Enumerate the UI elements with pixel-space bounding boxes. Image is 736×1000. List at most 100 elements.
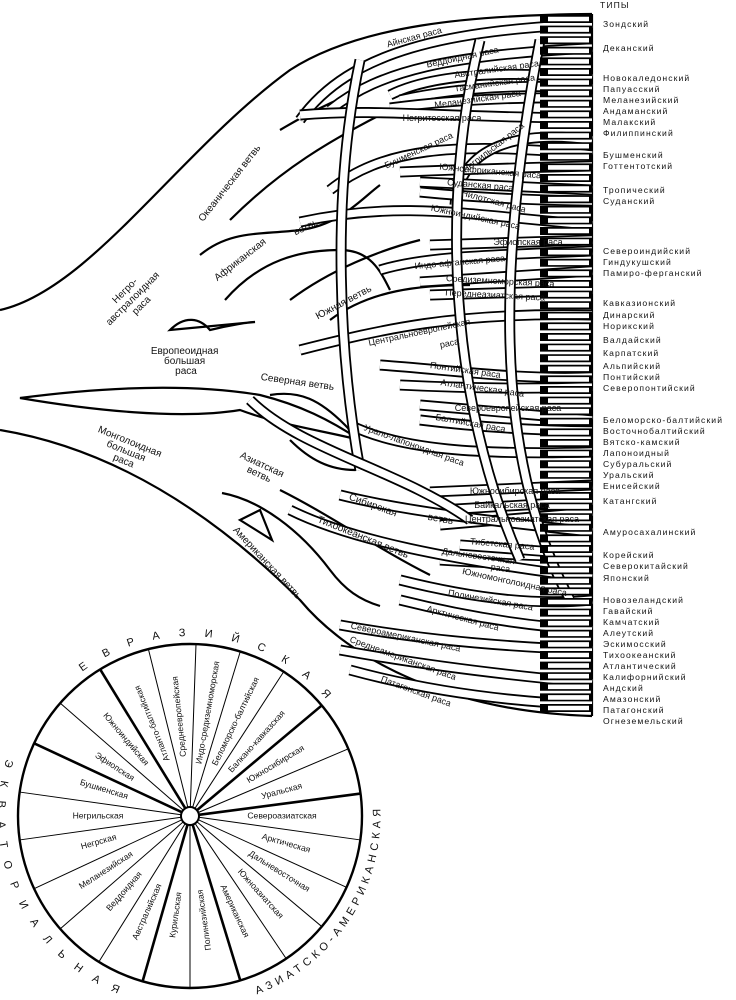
- type-label: Карпатский: [603, 348, 659, 358]
- type-label: Алеутский: [603, 628, 654, 638]
- race-band: [398, 81, 593, 106]
- race-band: [348, 664, 593, 711]
- type-label: Северокитайский: [603, 561, 689, 571]
- type-label: Камчатский: [603, 617, 660, 627]
- sector-divider: [194, 671, 285, 809]
- race-label: раса: [439, 336, 460, 350]
- type-label: Андаманский: [603, 106, 668, 116]
- type-label: Атлантический: [603, 661, 677, 671]
- type-label: Папуасский: [603, 84, 661, 94]
- types-header: ТИПЫ: [600, 0, 630, 10]
- type-label: Суданский: [603, 196, 655, 206]
- type-label: Калифорнийский: [603, 672, 687, 682]
- type-label: Эскимосский: [603, 639, 667, 649]
- type-label: Норикский: [603, 321, 655, 331]
- sector-divider: [196, 821, 323, 927]
- type-label: Вятско-камский: [603, 437, 681, 447]
- type-label: Корейский: [603, 550, 655, 560]
- type-label: Огнеземельский: [603, 716, 684, 726]
- type-label: Готтентотский: [603, 161, 673, 171]
- sector-divider: [19, 816, 182, 841]
- sector-divider: [189, 644, 197, 808]
- label-siberian-branch-2: ветвь: [427, 512, 454, 527]
- type-label: Валдайский: [603, 335, 662, 345]
- type-label: Североиндийский: [603, 246, 691, 256]
- type-label: Альпийский: [603, 361, 661, 371]
- sector-divider: [198, 792, 361, 817]
- type-fingers: [540, 15, 592, 712]
- type-label: Японский: [603, 573, 650, 583]
- type-label: Андский: [603, 683, 644, 693]
- type-label: Филиппинский: [603, 128, 674, 138]
- type-label: Памиро-ферганский: [603, 268, 703, 278]
- sector-dividers: [19, 644, 361, 988]
- center-hub: [180, 806, 200, 826]
- type-label: Гиндукушский: [603, 257, 672, 267]
- race-band: [335, 58, 366, 471]
- race-band: [295, 18, 593, 124]
- sector-divider: [59, 702, 184, 811]
- type-label: Уральский: [603, 470, 655, 480]
- sector-divider: [196, 704, 323, 812]
- sector-divider: [198, 748, 349, 813]
- label-oceanic-branch: Океаническая ветвь: [197, 143, 264, 224]
- type-label: Патагонский: [603, 705, 665, 715]
- race-band: [504, 38, 575, 603]
- type-label: Амуросахалинский: [603, 527, 696, 537]
- sector-divider: [33, 819, 183, 890]
- sector-divider: [147, 648, 189, 808]
- race-band: [419, 399, 593, 426]
- race-band: [246, 396, 474, 525]
- type-label: Понтийский: [603, 372, 661, 382]
- african-branch-outline: [199, 184, 391, 301]
- label-negro-australoid: Негро- австралоидная раса: [96, 260, 171, 335]
- sector-divider: [19, 791, 182, 816]
- type-label: Деканский: [603, 43, 655, 53]
- label-europeoid: Европеоидная большая раса: [151, 346, 221, 377]
- type-label: Тропический: [603, 185, 666, 195]
- race-band: [339, 619, 593, 656]
- type-label: Бушменский: [603, 150, 664, 160]
- race-label: Эфиопская раса: [493, 237, 562, 247]
- race-label: Негритосская раса: [403, 113, 482, 123]
- type-label: Новозеландский: [603, 595, 684, 605]
- race-tree: Негро- австралоидная раса Океаническая в…: [0, 12, 594, 718]
- europeoid-lobe: [167, 318, 256, 332]
- sector-divider: [194, 823, 287, 959]
- outer-top-line: [0, 12, 593, 312]
- race-band: [326, 142, 593, 195]
- type-label: Динарский: [603, 310, 655, 320]
- types-list: Зондский Деканский НовокаледонскийПапуасск…: [603, 19, 723, 726]
- sector-divider: [141, 824, 189, 982]
- race-band: [398, 594, 593, 636]
- type-label: Зондский: [603, 19, 649, 29]
- sector-divider: [191, 824, 242, 981]
- type-label: Катангский: [603, 496, 658, 506]
- type-label: Амазонский: [603, 694, 661, 704]
- race-band: [287, 505, 593, 584]
- type-label: Новокаледонский: [603, 73, 690, 83]
- label-northern-branch: Северная ветвь: [260, 372, 335, 393]
- sector-divider: [98, 823, 186, 963]
- race-label: раса: [490, 562, 511, 575]
- label-asian-branch: Азиатская ветвь: [234, 450, 288, 490]
- sector-divider: [59, 821, 184, 930]
- sector-divider: [33, 742, 183, 814]
- type-label: Кавказионский: [603, 298, 676, 308]
- type-label: Тихоокеанский: [603, 650, 677, 660]
- race-band: [451, 38, 526, 563]
- sector-label: Североазиатская: [247, 810, 317, 820]
- type-label: Беломорско-балтийский: [603, 415, 723, 425]
- type-label: Северопонтийский: [603, 383, 696, 393]
- type-label: Малакский: [603, 117, 656, 127]
- sector-label: Негрильская: [73, 810, 124, 820]
- sector-divider: [99, 668, 187, 810]
- race-circle: СевероазиатскаяУральскаяЮжносибирскаяБал…: [0, 627, 384, 997]
- type-label: Субуральский: [603, 459, 672, 469]
- sector-divider: [197, 819, 347, 888]
- type-label: Енисейский: [603, 481, 661, 491]
- type-label: Восточнобалтийский: [603, 426, 706, 436]
- race-band: [439, 495, 593, 516]
- race-label: Южносибирская раса: [470, 486, 560, 496]
